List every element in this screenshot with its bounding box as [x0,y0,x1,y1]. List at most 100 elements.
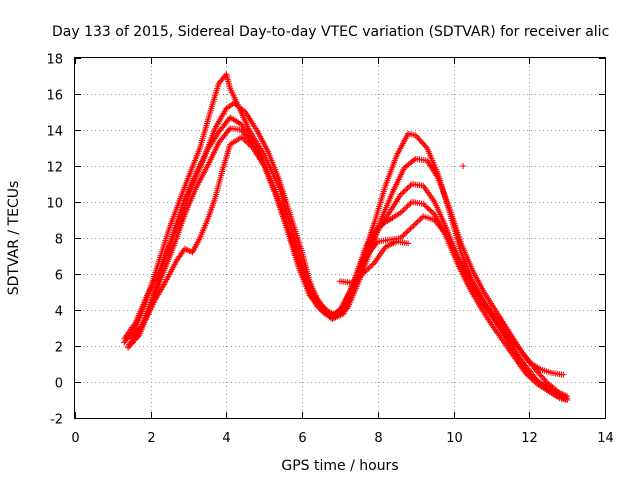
y-tick-label: 2 [55,341,63,356]
data-point [522,370,529,376]
x-tick-label: 12 [521,431,538,446]
data-point [401,187,408,194]
data-point [398,233,405,240]
data-point [403,186,410,193]
data-point [365,265,372,272]
y-tick-label: 12 [46,161,63,176]
data-point [536,371,543,377]
y-tick-label: 14 [46,125,63,140]
data-point [535,369,542,376]
data-point [533,368,540,375]
data-point [412,132,419,139]
data-point [421,142,428,149]
data-point [406,183,413,190]
data-point [528,375,535,382]
data-point [401,205,408,212]
x-tick-label: 8 [374,431,382,446]
data-point [403,204,410,211]
data-point [413,133,420,140]
series-track-5 [128,134,571,400]
series-track-6 [337,238,412,286]
y-tick-label: 18 [46,53,63,68]
data-point [428,208,435,215]
data-point [415,135,422,142]
data-point [441,229,448,236]
x-tick-label: 6 [298,431,306,446]
data-point [417,216,424,223]
data-point [523,371,530,378]
data-point [430,210,437,217]
y-axis-label: SDTVAR / TECUs [6,181,22,296]
data-point [404,203,411,210]
data-point [407,225,414,232]
data-point [373,240,380,247]
data-point [238,134,245,141]
data-point [397,209,404,216]
data-point [242,138,249,145]
data-point [398,190,405,197]
data-point [404,185,411,192]
x-tick-label: 2 [147,431,155,446]
y-tick-label: 4 [55,305,63,320]
axis-ticks [75,58,606,419]
data-point [403,229,410,236]
x-tick-label: 10 [446,431,463,446]
data-point [239,135,246,142]
data-point [363,266,370,273]
data-point [410,222,417,229]
x-tick-label: 4 [222,431,230,446]
data-point [419,139,426,146]
data-point [400,232,407,239]
data-point [531,378,538,385]
data-point [424,204,431,211]
tick-labels: 0 2 4 6 8 10 12 14 -2 0 2 4 6 8 10 12 14 16 18 [46,53,613,447]
data-point [560,371,567,378]
data-point [362,268,369,275]
data-point [543,379,550,386]
data-point [423,203,430,210]
data-point [411,156,418,163]
data-point [529,376,536,383]
data-point [420,140,427,147]
x-tick-label: 0 [71,431,79,446]
plot-frame [74,57,606,419]
data-point [416,136,423,143]
y-tick-label: 16 [46,89,63,104]
data-point [411,221,418,228]
data-point [420,200,427,207]
data-point [369,261,376,268]
data-point [226,126,233,133]
data-point [542,378,549,384]
data-point [244,139,251,146]
x-axis-label: GPS time / hours [281,458,398,474]
data-point [425,206,432,213]
data-point [526,374,533,381]
data-point [404,228,411,235]
y-tick-label: 8 [55,233,63,248]
data-point [406,201,413,208]
data-point [498,321,505,328]
chart-title: Day 133 of 2015, Sidereal Day-to-day VTE… [52,24,609,40]
y-tick-label: 6 [55,269,63,284]
data-point [359,271,366,277]
data-point [316,305,323,312]
data-point [245,140,252,147]
data-point [540,375,547,382]
data-point [537,372,544,379]
data-point [407,200,414,207]
data-point [368,262,375,269]
y-tick-label: 0 [55,377,63,392]
data-point [414,218,421,225]
data-point [400,189,407,196]
data-point [247,142,254,149]
data-marks [121,71,571,403]
data-point [361,269,368,276]
data-point [397,191,404,198]
data-point [401,230,408,237]
data-point [541,376,548,383]
y-tick-label: 10 [46,197,63,212]
data-point [532,379,539,386]
data-point [538,373,545,380]
